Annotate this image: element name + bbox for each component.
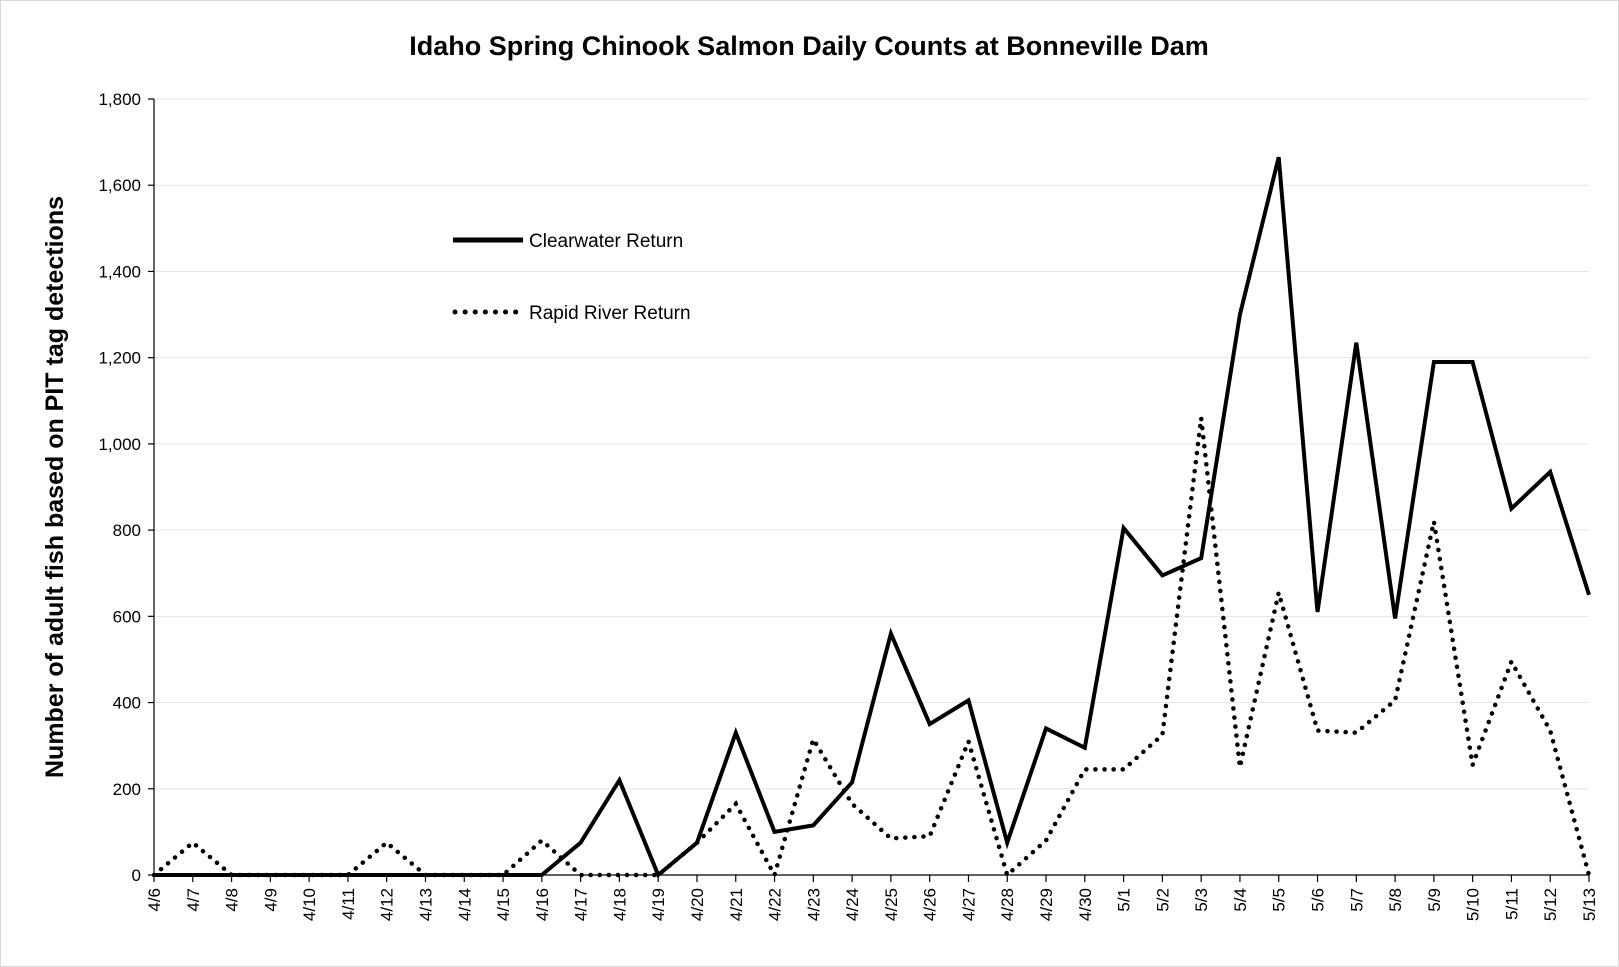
x-tick-label: 4/19 <box>649 888 668 921</box>
x-tick-label: 5/6 <box>1309 888 1328 912</box>
x-tick-label: 5/11 <box>1502 888 1521 920</box>
y-tick-label: 400 <box>113 694 141 713</box>
y-tick-label: 800 <box>113 521 141 540</box>
x-tick-label: 4/16 <box>533 888 552 921</box>
x-tick-label: 5/9 <box>1425 888 1444 912</box>
y-tick-label: 1,200 <box>98 349 141 368</box>
x-tick-label: 4/13 <box>416 888 435 921</box>
x-tick-label: 4/22 <box>766 888 785 921</box>
chart-title: Idaho Spring Chinook Salmon Daily Counts… <box>409 31 1209 61</box>
x-tick-label: 4/12 <box>378 888 397 921</box>
x-axis-ticks: 4/6 4/7 4/8 4/9 4/10 4/11 4/12 4/13 4/14 4/15 4/16… <box>145 875 1599 921</box>
x-tick-label: 4/20 <box>688 888 707 921</box>
x-tick-label: 5/12 <box>1541 888 1560 921</box>
x-tick-label: 4/26 <box>921 888 940 921</box>
x-tick-label: 4/14 <box>455 888 474 921</box>
y-tick-label: 1,400 <box>98 262 141 281</box>
x-tick-label: 5/4 <box>1231 888 1250 912</box>
y-axis-title: Number of adult fish based on PIT tag de… <box>41 196 69 778</box>
x-tick-label: 5/13 <box>1580 888 1599 921</box>
x-tick-label: 4/28 <box>998 888 1017 921</box>
series-lines <box>151 156 1592 881</box>
x-tick-label: 4/15 <box>494 888 513 921</box>
x-tick-label: 5/5 <box>1270 888 1289 912</box>
x-tick-label: 5/8 <box>1386 888 1405 912</box>
x-tick-label: 4/18 <box>610 888 629 921</box>
legend-label-rapid-river: Rapid River Return <box>529 303 691 324</box>
x-tick-label: 4/17 <box>572 888 591 921</box>
axes <box>153 99 1589 876</box>
x-tick-label: 4/9 <box>261 888 280 912</box>
x-tick-label: 4/25 <box>882 888 901 921</box>
x-tick-label: 5/1 <box>1115 888 1134 912</box>
x-tick-label: 4/11 <box>339 888 358 920</box>
x-tick-label: 4/29 <box>1037 888 1056 921</box>
y-tick-label: 0 <box>132 866 141 885</box>
x-tick-label: 4/27 <box>959 888 978 921</box>
x-tick-label: 5/7 <box>1347 888 1366 912</box>
y-tick-label: 1,000 <box>98 435 141 454</box>
y-tick-label: 200 <box>113 780 141 799</box>
x-tick-label: 4/6 <box>145 888 164 912</box>
legend-label-clearwater: Clearwater Return <box>529 231 683 252</box>
x-tick-label: 5/2 <box>1153 888 1172 912</box>
series-line-clearwater <box>154 156 1591 879</box>
x-tick-label: 4/23 <box>804 888 823 921</box>
x-tick-label: 4/24 <box>843 888 862 921</box>
x-tick-label: 4/21 <box>727 888 746 921</box>
y-tick-label: 1,600 <box>98 176 141 195</box>
x-tick-label: 5/10 <box>1464 888 1483 921</box>
x-tick-label: 5/3 <box>1192 888 1211 912</box>
legend: Clearwater Return Rapid River Return <box>452 231 691 324</box>
gridlines <box>154 98 1589 790</box>
x-tick-label: 4/7 <box>184 888 203 912</box>
x-tick-label: 4/30 <box>1076 888 1095 921</box>
series-line-rapid-river <box>151 417 1592 881</box>
y-tick-label: 600 <box>113 607 141 626</box>
x-tick-label: 4/8 <box>223 888 242 912</box>
x-tick-label: 4/10 <box>300 888 319 921</box>
y-axis-ticks: 0 200 400 600 800 1,000 1,200 1,400 1,600 1,800 <box>98 90 154 885</box>
y-tick-label: 1,800 <box>98 90 141 109</box>
